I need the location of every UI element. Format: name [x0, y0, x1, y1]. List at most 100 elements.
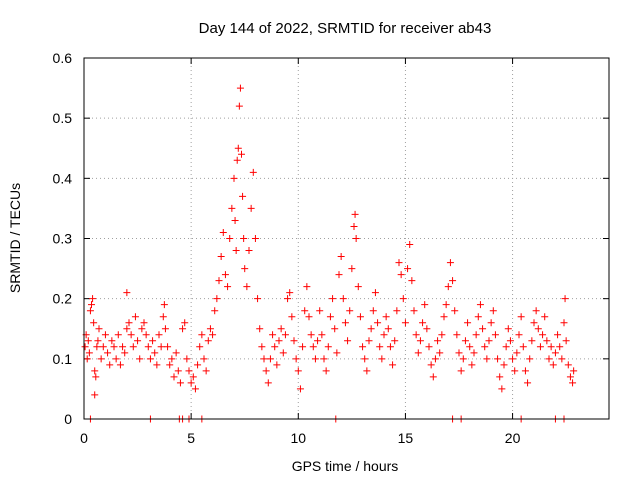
data-point — [110, 343, 118, 351]
data-point — [236, 84, 244, 92]
data-point — [466, 343, 474, 351]
data-point — [269, 331, 277, 339]
data-point — [350, 222, 358, 230]
data-point — [401, 319, 409, 327]
data-point — [532, 307, 540, 315]
data-point — [506, 337, 514, 345]
data-point — [429, 373, 437, 381]
data-point — [457, 367, 465, 375]
data-point — [196, 343, 204, 351]
data-point — [127, 331, 135, 339]
data-point — [378, 355, 386, 363]
data-point — [181, 319, 189, 327]
y-tick-label: 0.5 — [53, 110, 73, 126]
data-point — [299, 343, 307, 351]
data-point — [556, 343, 564, 351]
data-point — [320, 355, 328, 363]
data-point — [455, 349, 463, 357]
data-point — [138, 325, 146, 333]
x-axis-label: GPS time / hours — [292, 458, 399, 474]
data-point — [204, 337, 212, 345]
data-point — [399, 295, 407, 303]
chart-title: Day 144 of 2022, SRMTID for receiver ab4… — [199, 20, 492, 37]
data-point — [397, 271, 405, 279]
data-point — [198, 331, 206, 339]
data-point — [83, 355, 91, 363]
data-point — [202, 367, 210, 375]
data-point — [543, 337, 551, 345]
data-point — [561, 295, 569, 303]
data-point — [436, 349, 444, 357]
data-point — [389, 361, 397, 369]
data-point — [346, 307, 354, 315]
data-point — [335, 271, 343, 279]
data-point — [376, 343, 384, 351]
data-point — [386, 343, 394, 351]
data-point — [464, 319, 472, 327]
data-point — [339, 295, 347, 303]
data-point — [539, 331, 547, 339]
data-point — [412, 331, 420, 339]
data-point — [341, 319, 349, 327]
data-point — [157, 343, 165, 351]
y-tick-label: 0.2 — [53, 291, 73, 307]
data-point — [498, 385, 506, 393]
data-point — [348, 265, 356, 273]
data-point — [262, 367, 270, 375]
y-tick-label: 0.4 — [53, 170, 73, 186]
data-point — [279, 349, 287, 357]
data-point — [247, 204, 255, 212]
data-point — [95, 325, 103, 333]
data-point — [123, 325, 131, 333]
data-point — [108, 337, 116, 345]
x-tick-label: 10 — [290, 430, 306, 446]
data-point — [536, 343, 544, 351]
data-point — [479, 325, 487, 333]
data-point — [149, 337, 157, 345]
data-point — [511, 367, 519, 375]
data-point — [558, 355, 566, 363]
data-point — [449, 277, 457, 285]
data-point — [153, 361, 161, 369]
data-point — [361, 355, 369, 363]
data-point — [444, 283, 452, 291]
x-tick-label: 0 — [80, 430, 88, 446]
data-point — [91, 367, 99, 375]
data-point — [410, 307, 418, 315]
data-point — [309, 343, 317, 351]
data-point — [160, 301, 168, 309]
data-point — [530, 319, 538, 327]
data-point — [121, 349, 129, 357]
data-point — [119, 343, 127, 351]
data-point — [281, 331, 289, 339]
data-point — [168, 355, 176, 363]
data-point — [249, 168, 257, 176]
data-point — [179, 325, 187, 333]
data-point — [155, 331, 163, 339]
data-point — [170, 373, 178, 381]
data-point — [569, 379, 577, 387]
data-point — [125, 319, 133, 327]
data-point — [245, 247, 253, 255]
data-point — [85, 349, 93, 357]
data-point — [275, 337, 283, 345]
data-point — [243, 283, 251, 291]
y-tick-label: 0 — [64, 411, 72, 427]
data-point — [164, 343, 172, 351]
data-point — [93, 343, 101, 351]
data-point — [194, 361, 202, 369]
data-point — [230, 174, 238, 182]
data-point — [106, 361, 114, 369]
data-point — [524, 379, 532, 387]
data-point — [114, 331, 122, 339]
data-point — [324, 343, 332, 351]
data-point — [337, 253, 345, 261]
data-point — [200, 355, 208, 363]
axis-ticks: 0 0.1 0.2 0.3 0.4 0.5 0.6 0 5 10 15 20 — [53, 50, 609, 446]
data-point — [356, 313, 364, 321]
data-point — [438, 331, 446, 339]
data-point — [380, 331, 388, 339]
data-point — [521, 367, 529, 375]
data-point — [140, 319, 148, 327]
